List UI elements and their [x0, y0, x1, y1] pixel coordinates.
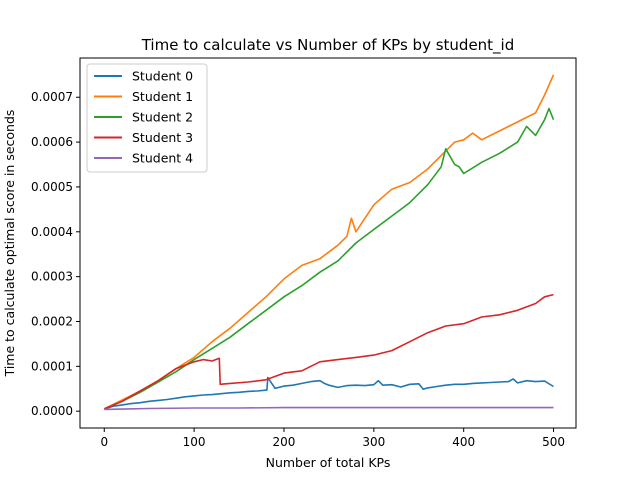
- y-tick-label: 0.0003: [31, 270, 73, 284]
- series-line-0: [104, 376, 554, 410]
- x-tick-label: 400: [452, 435, 475, 449]
- x-tick-label: 300: [362, 435, 385, 449]
- legend-label-2: Student 2: [132, 110, 193, 125]
- x-tick-label: 200: [273, 435, 296, 449]
- y-tick-label: 0.0004: [31, 225, 73, 239]
- x-tick-label: 0: [100, 435, 108, 449]
- y-tick-label: 0.0001: [31, 359, 73, 373]
- series-layer: [103, 74, 555, 411]
- series-line-3: [103, 293, 554, 410]
- y-tick-label: 0.0005: [31, 180, 73, 194]
- legend-label-4: Student 4: [132, 151, 193, 166]
- legend-label-0: Student 0: [132, 69, 193, 84]
- chart-title: Time to calculate vs Number of KPs by st…: [141, 36, 515, 55]
- legend-box: [86, 63, 208, 173]
- x-axis-ticks: 0 100 200 300 400 500: [100, 428, 565, 449]
- x-tick-label: 500: [542, 435, 565, 449]
- series-line-1: [103, 74, 555, 410]
- y-tick-label: 0.0006: [31, 135, 73, 149]
- plot-frame: [79, 57, 577, 429]
- legend-label-1: Student 1: [132, 89, 193, 104]
- series-line-4: [104, 406, 554, 411]
- y-tick-label: 0.0002: [31, 314, 73, 328]
- legend: Student 0 Student 1 Student 2 Student 3 Stud…: [86, 63, 208, 173]
- x-axis-label: Number of total KPs: [266, 455, 391, 470]
- y-axis-label: Time to calculate optimal score in secon…: [2, 110, 17, 378]
- y-axis-ticks: 0.0000 0.0001 0.0002 0.0003 0.0004 0.0005 0.00…: [31, 90, 80, 418]
- y-tick-label: 0.0000: [31, 404, 73, 418]
- legend-label-3: Student 3: [132, 130, 193, 145]
- y-tick-label: 0.0007: [31, 90, 73, 104]
- series-line-2: [103, 107, 555, 410]
- x-tick-label: 100: [183, 435, 206, 449]
